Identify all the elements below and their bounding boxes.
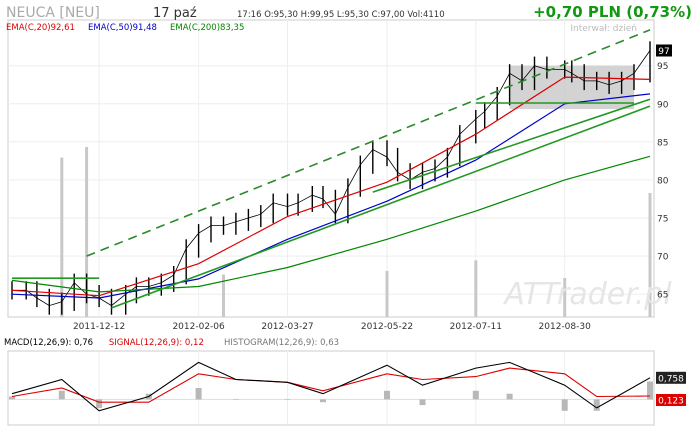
histogram-bar — [58, 390, 65, 400]
x-tick-label: 2012-07-11 — [450, 322, 502, 332]
last-price-tag — [656, 44, 672, 57]
histogram-bar — [561, 399, 568, 411]
histogram-bar — [647, 381, 653, 400]
last-price-label: 97 — [658, 47, 669, 57]
y-tick-label: 65 — [657, 291, 668, 301]
macd-legend-entry: SIGNAL(12,26,9): 0,12 — [109, 338, 204, 348]
histogram-bar — [96, 399, 103, 408]
ema-line — [11, 76, 651, 297]
histogram-bar — [320, 399, 326, 403]
quote-details: 17:16 O:95,30 H:99,95 L:95,30 C:97,00 Vo… — [237, 10, 445, 20]
y-tick-label: 95 — [657, 62, 668, 72]
volume-bar — [85, 147, 89, 317]
histogram-bar — [472, 390, 479, 400]
macd-plot-area — [7, 350, 655, 426]
ticker-name: NEUCA [NEU] — [6, 5, 100, 21]
x-tick-label: 2012-02-06 — [172, 322, 225, 332]
price-path — [12, 50, 651, 307]
trendline — [86, 29, 651, 257]
price-plot-area — [7, 19, 655, 318]
histogram-bar — [506, 393, 513, 400]
histogram-bar — [9, 396, 15, 400]
histogram-bar — [593, 399, 600, 411]
y-tick-label: 80 — [657, 176, 669, 186]
histogram-bar — [232, 399, 239, 400]
volume-bar — [385, 271, 389, 317]
histogram-bar — [419, 399, 426, 406]
x-tick-label: 2012-05-22 — [361, 322, 413, 332]
x-tick-label: 2012-03-27 — [261, 322, 313, 332]
legend-entry: EMA(C,50)91,48 — [88, 23, 157, 33]
signal-value-label: 0,123 — [658, 397, 684, 407]
histogram-bar — [195, 388, 202, 400]
macd-line — [11, 361, 651, 412]
macd-legend-entry: MACD(12,26,9): 0,76 — [4, 338, 93, 348]
volume-bar — [222, 274, 225, 317]
volume-bar — [648, 193, 652, 317]
macd-legend-entry: HISTOGRAM(12,26,9): 0,63 — [224, 338, 339, 348]
macd-value-tag — [656, 371, 686, 384]
histogram-bar — [384, 390, 390, 400]
price-change: +0,70 PLN (0,73%) — [533, 3, 692, 21]
legend-entry: EMA(C,20)92,61 — [6, 23, 75, 33]
ema-line — [11, 93, 651, 299]
signal-value-tag — [656, 394, 686, 406]
volume-bar — [474, 260, 478, 317]
histogram-bar — [284, 399, 291, 400]
ema-line — [11, 155, 651, 293]
macd-value-label: 0,758 — [658, 374, 684, 384]
volume-bar — [60, 157, 64, 317]
x-tick-label: 2012-08-30 — [539, 322, 592, 332]
trendline — [372, 98, 651, 193]
y-tick-label: 85 — [657, 138, 668, 148]
quote-date: 17 paź — [153, 6, 197, 21]
watermark: ATTrader.pl — [502, 277, 672, 312]
signal-line — [11, 367, 651, 403]
legend-entry: EMA(C,200)83,35 — [170, 23, 244, 33]
y-tick-label: 70 — [657, 253, 669, 263]
y-tick-label: 75 — [657, 215, 668, 225]
x-tick-label: 2011-12-12 — [73, 322, 125, 332]
interval-label: Interwał: dzień — [570, 24, 637, 34]
volume-bar — [563, 278, 567, 317]
trendline — [111, 105, 651, 309]
y-tick-label: 90 — [657, 100, 669, 110]
